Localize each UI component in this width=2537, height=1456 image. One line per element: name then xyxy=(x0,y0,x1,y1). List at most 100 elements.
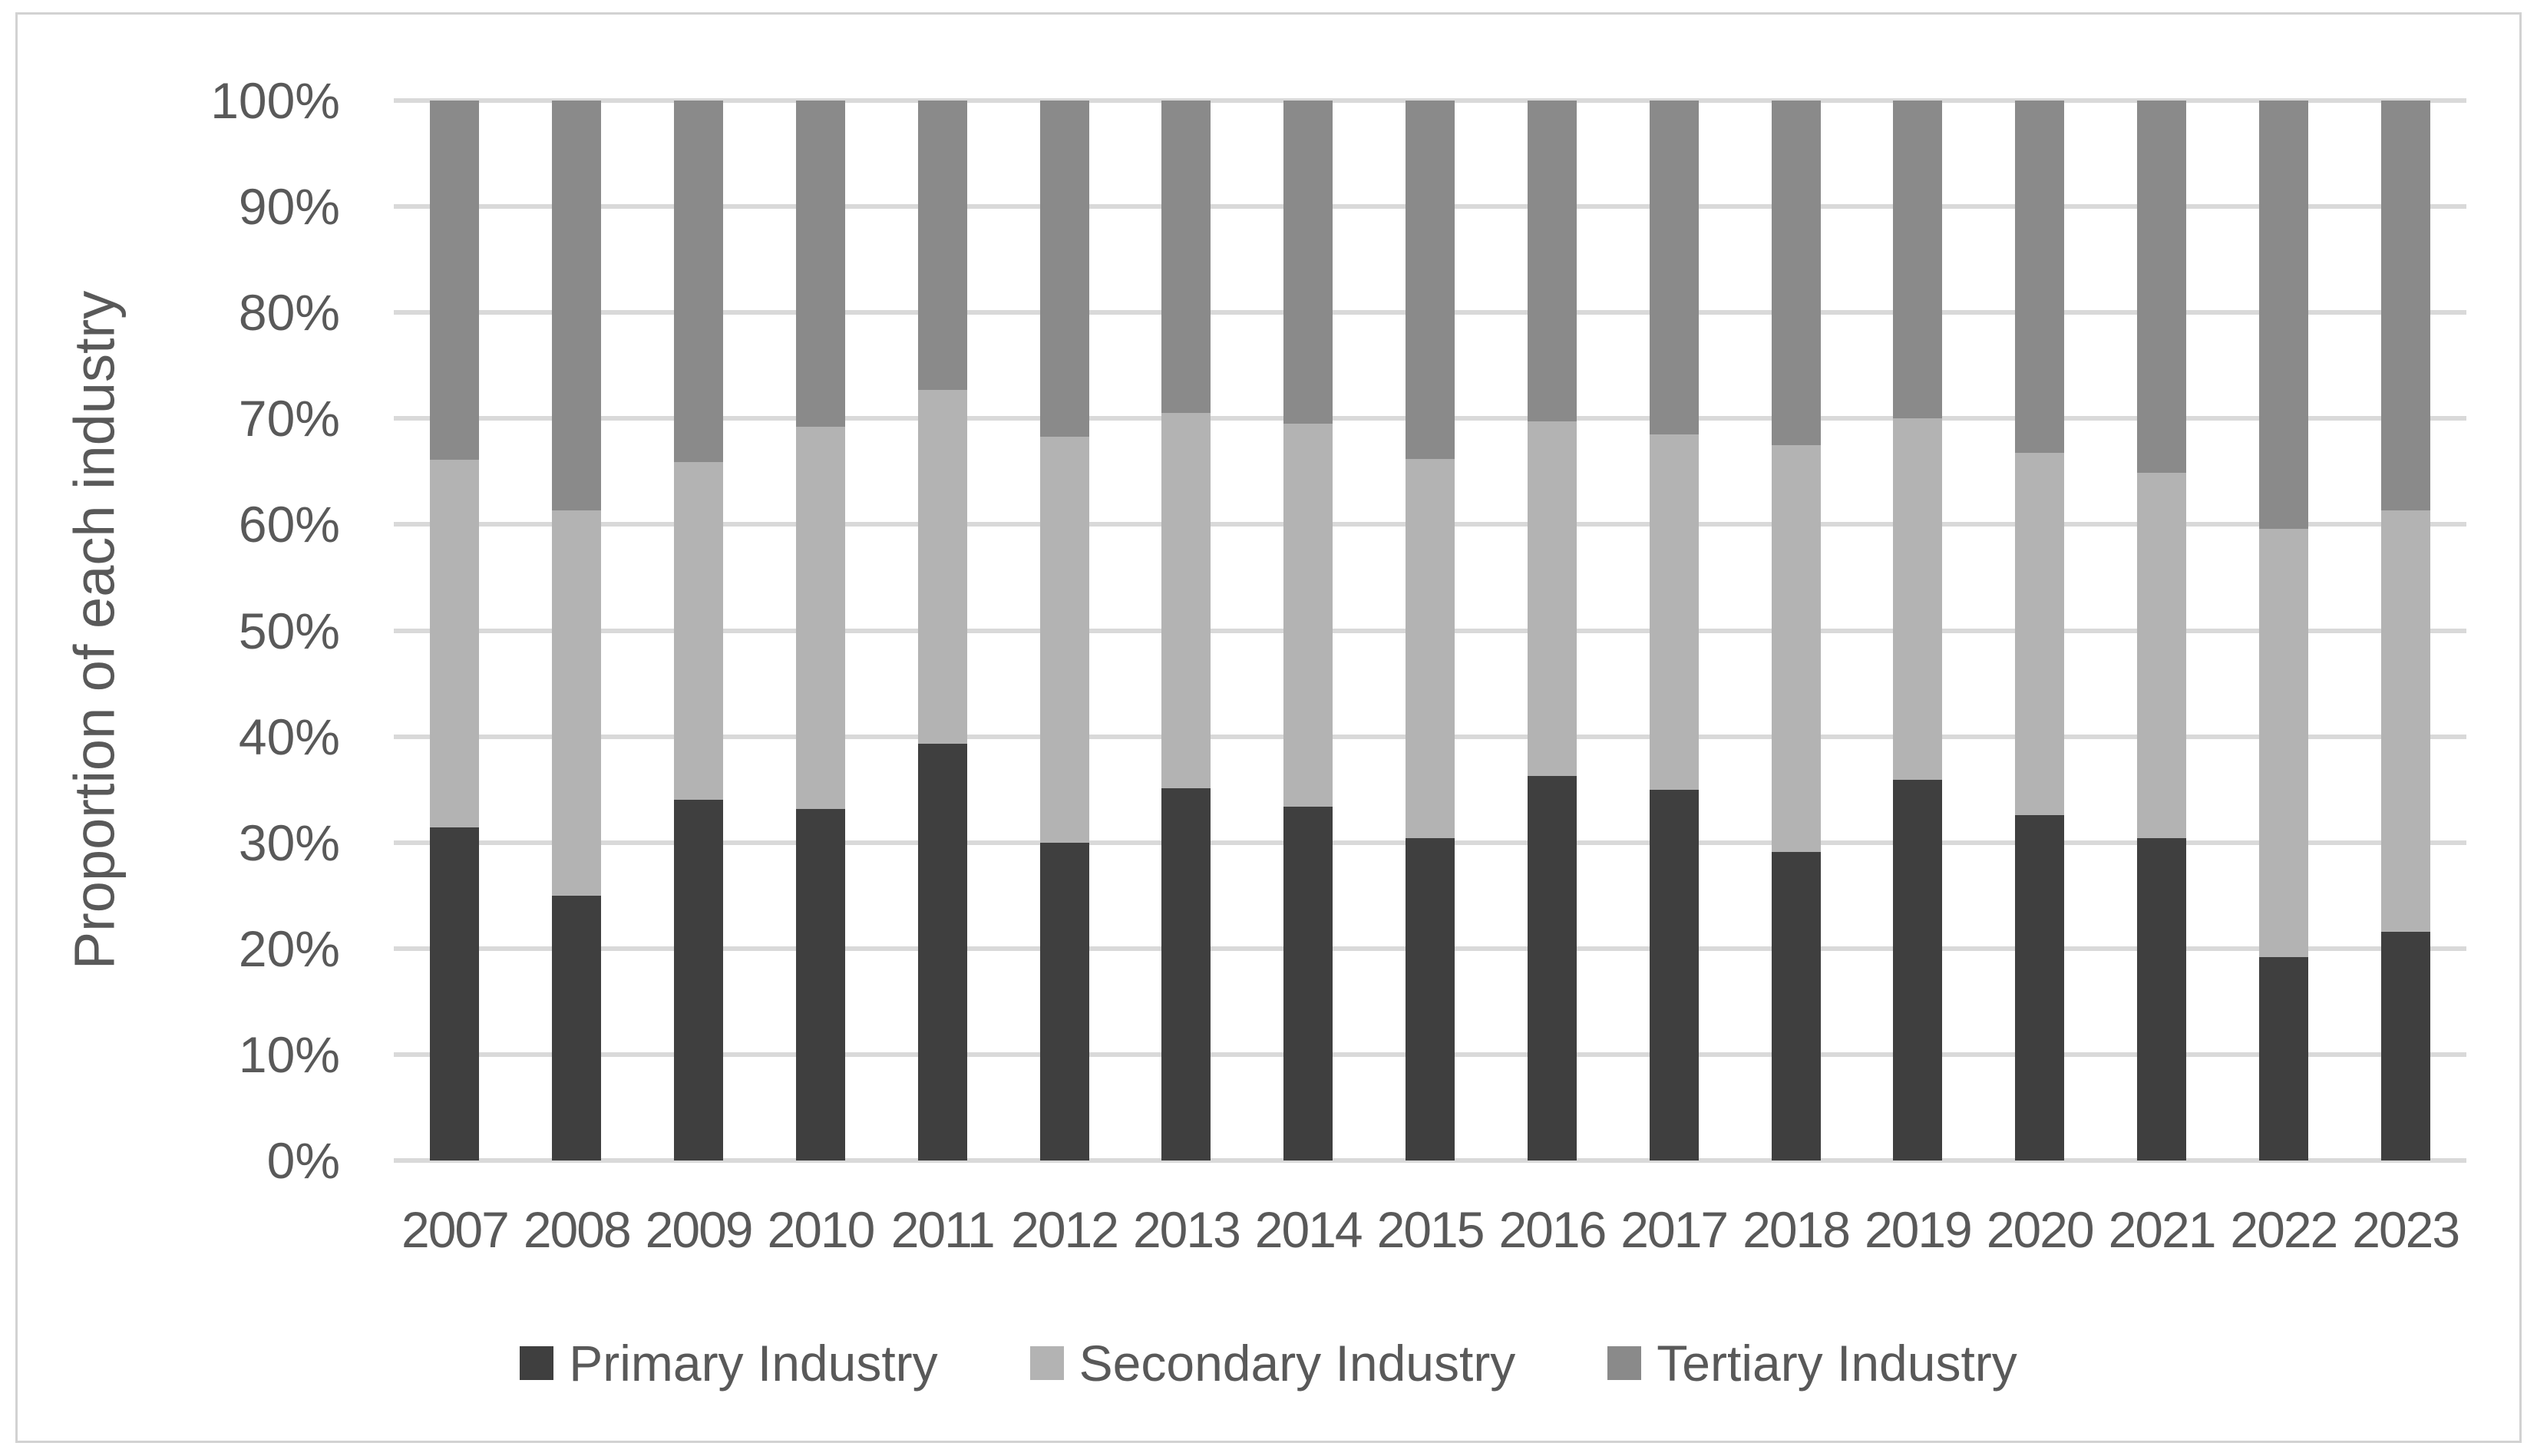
bar-stack-2011 xyxy=(917,101,967,1161)
legend-item-primary-industry: Primary Industry xyxy=(520,1335,938,1392)
legend-item-secondary-industry: Secondary Industry xyxy=(1029,1335,1516,1392)
bar-column-2009 xyxy=(638,101,760,1161)
bar-column-2008 xyxy=(516,101,638,1161)
bar-column-2012 xyxy=(1003,101,1125,1161)
y-tick-label-30: 30% xyxy=(238,814,340,871)
bar-segment-primary-industry-2014 xyxy=(1283,806,1333,1161)
bar-segment-primary-industry-2012 xyxy=(1039,842,1089,1161)
bar-segment-primary-industry-2008 xyxy=(552,895,602,1161)
legend-label-primary-industry: Primary Industry xyxy=(569,1335,938,1392)
x-tick-label-2017: 2017 xyxy=(1620,1201,1729,1258)
bar-segment-secondary-industry-2014 xyxy=(1283,424,1333,807)
bar-segment-secondary-industry-2020 xyxy=(2015,452,2065,815)
x-axis-tick-labels: 2007 2008 2009 2010 2011 2012 2013 2014 2015 2016… xyxy=(394,1203,2466,1256)
y-tick-label-70: 70% xyxy=(238,390,340,447)
bar-column-2013 xyxy=(1125,101,1247,1161)
bar-segment-secondary-industry-2019 xyxy=(1893,418,1943,781)
y-tick-label-0: 0% xyxy=(266,1132,340,1189)
bar-segment-tertiary-industry-2020 xyxy=(2015,101,2065,453)
bar-column-2014 xyxy=(1247,101,1369,1161)
y-tick-label-50: 50% xyxy=(238,602,340,659)
x-tick-label-2014: 2014 xyxy=(1254,1201,1363,1258)
x-tick-label-2021: 2021 xyxy=(2108,1201,2217,1258)
bar-column-2018 xyxy=(1735,101,1857,1161)
x-tick-label-2013: 2013 xyxy=(1132,1201,1241,1258)
bar-stack-2019 xyxy=(1893,101,1943,1161)
bar-stack-2023 xyxy=(2380,101,2430,1161)
bar-segment-primary-industry-2009 xyxy=(674,800,724,1161)
bar-segment-tertiary-industry-2010 xyxy=(795,101,845,428)
bar-segment-tertiary-industry-2021 xyxy=(2137,101,2186,473)
bar-segment-primary-industry-2016 xyxy=(1527,775,1577,1161)
bar-column-2020 xyxy=(1979,101,2101,1161)
bar-stack-2012 xyxy=(1039,101,1089,1161)
legend-label-secondary-industry: Secondary Industry xyxy=(1079,1335,1516,1392)
bar-segment-primary-industry-2007 xyxy=(430,827,480,1161)
bar-column-2022 xyxy=(2222,101,2344,1161)
bar-stack-2013 xyxy=(1161,101,1211,1161)
bar-segment-secondary-industry-2023 xyxy=(2380,510,2430,932)
bar-segment-tertiary-industry-2015 xyxy=(1406,101,1455,459)
bar-segment-primary-industry-2017 xyxy=(1649,789,1699,1161)
legend-swatch-primary-industry xyxy=(520,1346,554,1380)
bar-stack-2015 xyxy=(1406,101,1455,1161)
gridline-0 xyxy=(394,1158,2466,1163)
bar-column-2017 xyxy=(1613,101,1735,1161)
bar-segment-secondary-industry-2009 xyxy=(674,461,724,801)
x-tick-label-2012: 2012 xyxy=(1011,1201,1119,1258)
bar-segment-primary-industry-2022 xyxy=(2258,956,2308,1161)
bar-segment-secondary-industry-2018 xyxy=(1771,444,1821,853)
bar-column-2007 xyxy=(394,101,516,1161)
x-tick-label-2011: 2011 xyxy=(890,1201,996,1258)
bar-segment-secondary-industry-2013 xyxy=(1161,413,1211,789)
bar-segment-secondary-industry-2015 xyxy=(1406,458,1455,839)
legend-swatch-tertiary-industry xyxy=(1607,1346,1642,1380)
bar-column-2019 xyxy=(1857,101,1979,1161)
bar-column-2016 xyxy=(1491,101,1613,1161)
x-tick-label-2010: 2010 xyxy=(767,1201,875,1258)
bar-segment-secondary-industry-2011 xyxy=(917,390,967,745)
bar-column-2010 xyxy=(759,101,881,1161)
x-tick-label-2009: 2009 xyxy=(645,1201,754,1258)
bar-stack-2008 xyxy=(552,101,602,1161)
legend-label-tertiary-industry: Tertiary Industry xyxy=(1657,1335,2017,1392)
x-tick-label-2022: 2022 xyxy=(2230,1201,2338,1258)
bar-segment-primary-industry-2019 xyxy=(1893,780,1943,1161)
y-tick-label-90: 90% xyxy=(238,178,340,236)
bar-segment-secondary-industry-2021 xyxy=(2137,472,2186,839)
bar-segment-tertiary-industry-2016 xyxy=(1527,101,1577,422)
bar-segment-secondary-industry-2010 xyxy=(795,427,845,809)
bar-segment-primary-industry-2020 xyxy=(2015,814,2065,1161)
y-tick-label-20: 20% xyxy=(238,919,340,977)
bar-segment-tertiary-industry-2017 xyxy=(1649,101,1699,435)
bar-stack-2020 xyxy=(2015,101,2065,1161)
bar-stack-2021 xyxy=(2137,101,2186,1161)
bar-segment-primary-industry-2013 xyxy=(1161,788,1211,1161)
bar-stack-2016 xyxy=(1527,101,1577,1161)
bar-segment-primary-industry-2011 xyxy=(917,744,967,1161)
y-tick-label-40: 40% xyxy=(238,708,340,765)
bar-segment-tertiary-industry-2012 xyxy=(1039,101,1089,437)
bar-column-2015 xyxy=(1369,101,1491,1161)
bar-stack-2010 xyxy=(795,101,845,1161)
x-tick-label-2015: 2015 xyxy=(1376,1201,1485,1258)
bar-stack-2009 xyxy=(674,101,724,1161)
gridline-100 xyxy=(394,98,2466,103)
bar-segment-tertiary-industry-2008 xyxy=(552,101,602,511)
bar-segment-secondary-industry-2016 xyxy=(1527,421,1577,776)
x-tick-label-2016: 2016 xyxy=(1498,1201,1607,1258)
bar-segment-tertiary-industry-2007 xyxy=(430,101,480,461)
bar-segment-tertiary-industry-2023 xyxy=(2380,101,2430,511)
bar-segment-primary-industry-2015 xyxy=(1406,838,1455,1161)
legend-swatch-secondary-industry xyxy=(1029,1346,1064,1380)
x-tick-label-2018: 2018 xyxy=(1743,1201,1851,1258)
x-tick-label-2007: 2007 xyxy=(401,1201,510,1258)
bar-segment-tertiary-industry-2009 xyxy=(674,101,724,462)
bar-stack-2018 xyxy=(1771,101,1821,1161)
bar-segment-tertiary-industry-2014 xyxy=(1283,101,1333,424)
bar-segment-secondary-industry-2008 xyxy=(552,510,602,896)
bar-segment-primary-industry-2021 xyxy=(2137,838,2186,1161)
bar-segment-tertiary-industry-2013 xyxy=(1161,101,1211,414)
y-tick-label-60: 60% xyxy=(238,496,340,553)
x-tick-label-2019: 2019 xyxy=(1864,1201,1973,1258)
